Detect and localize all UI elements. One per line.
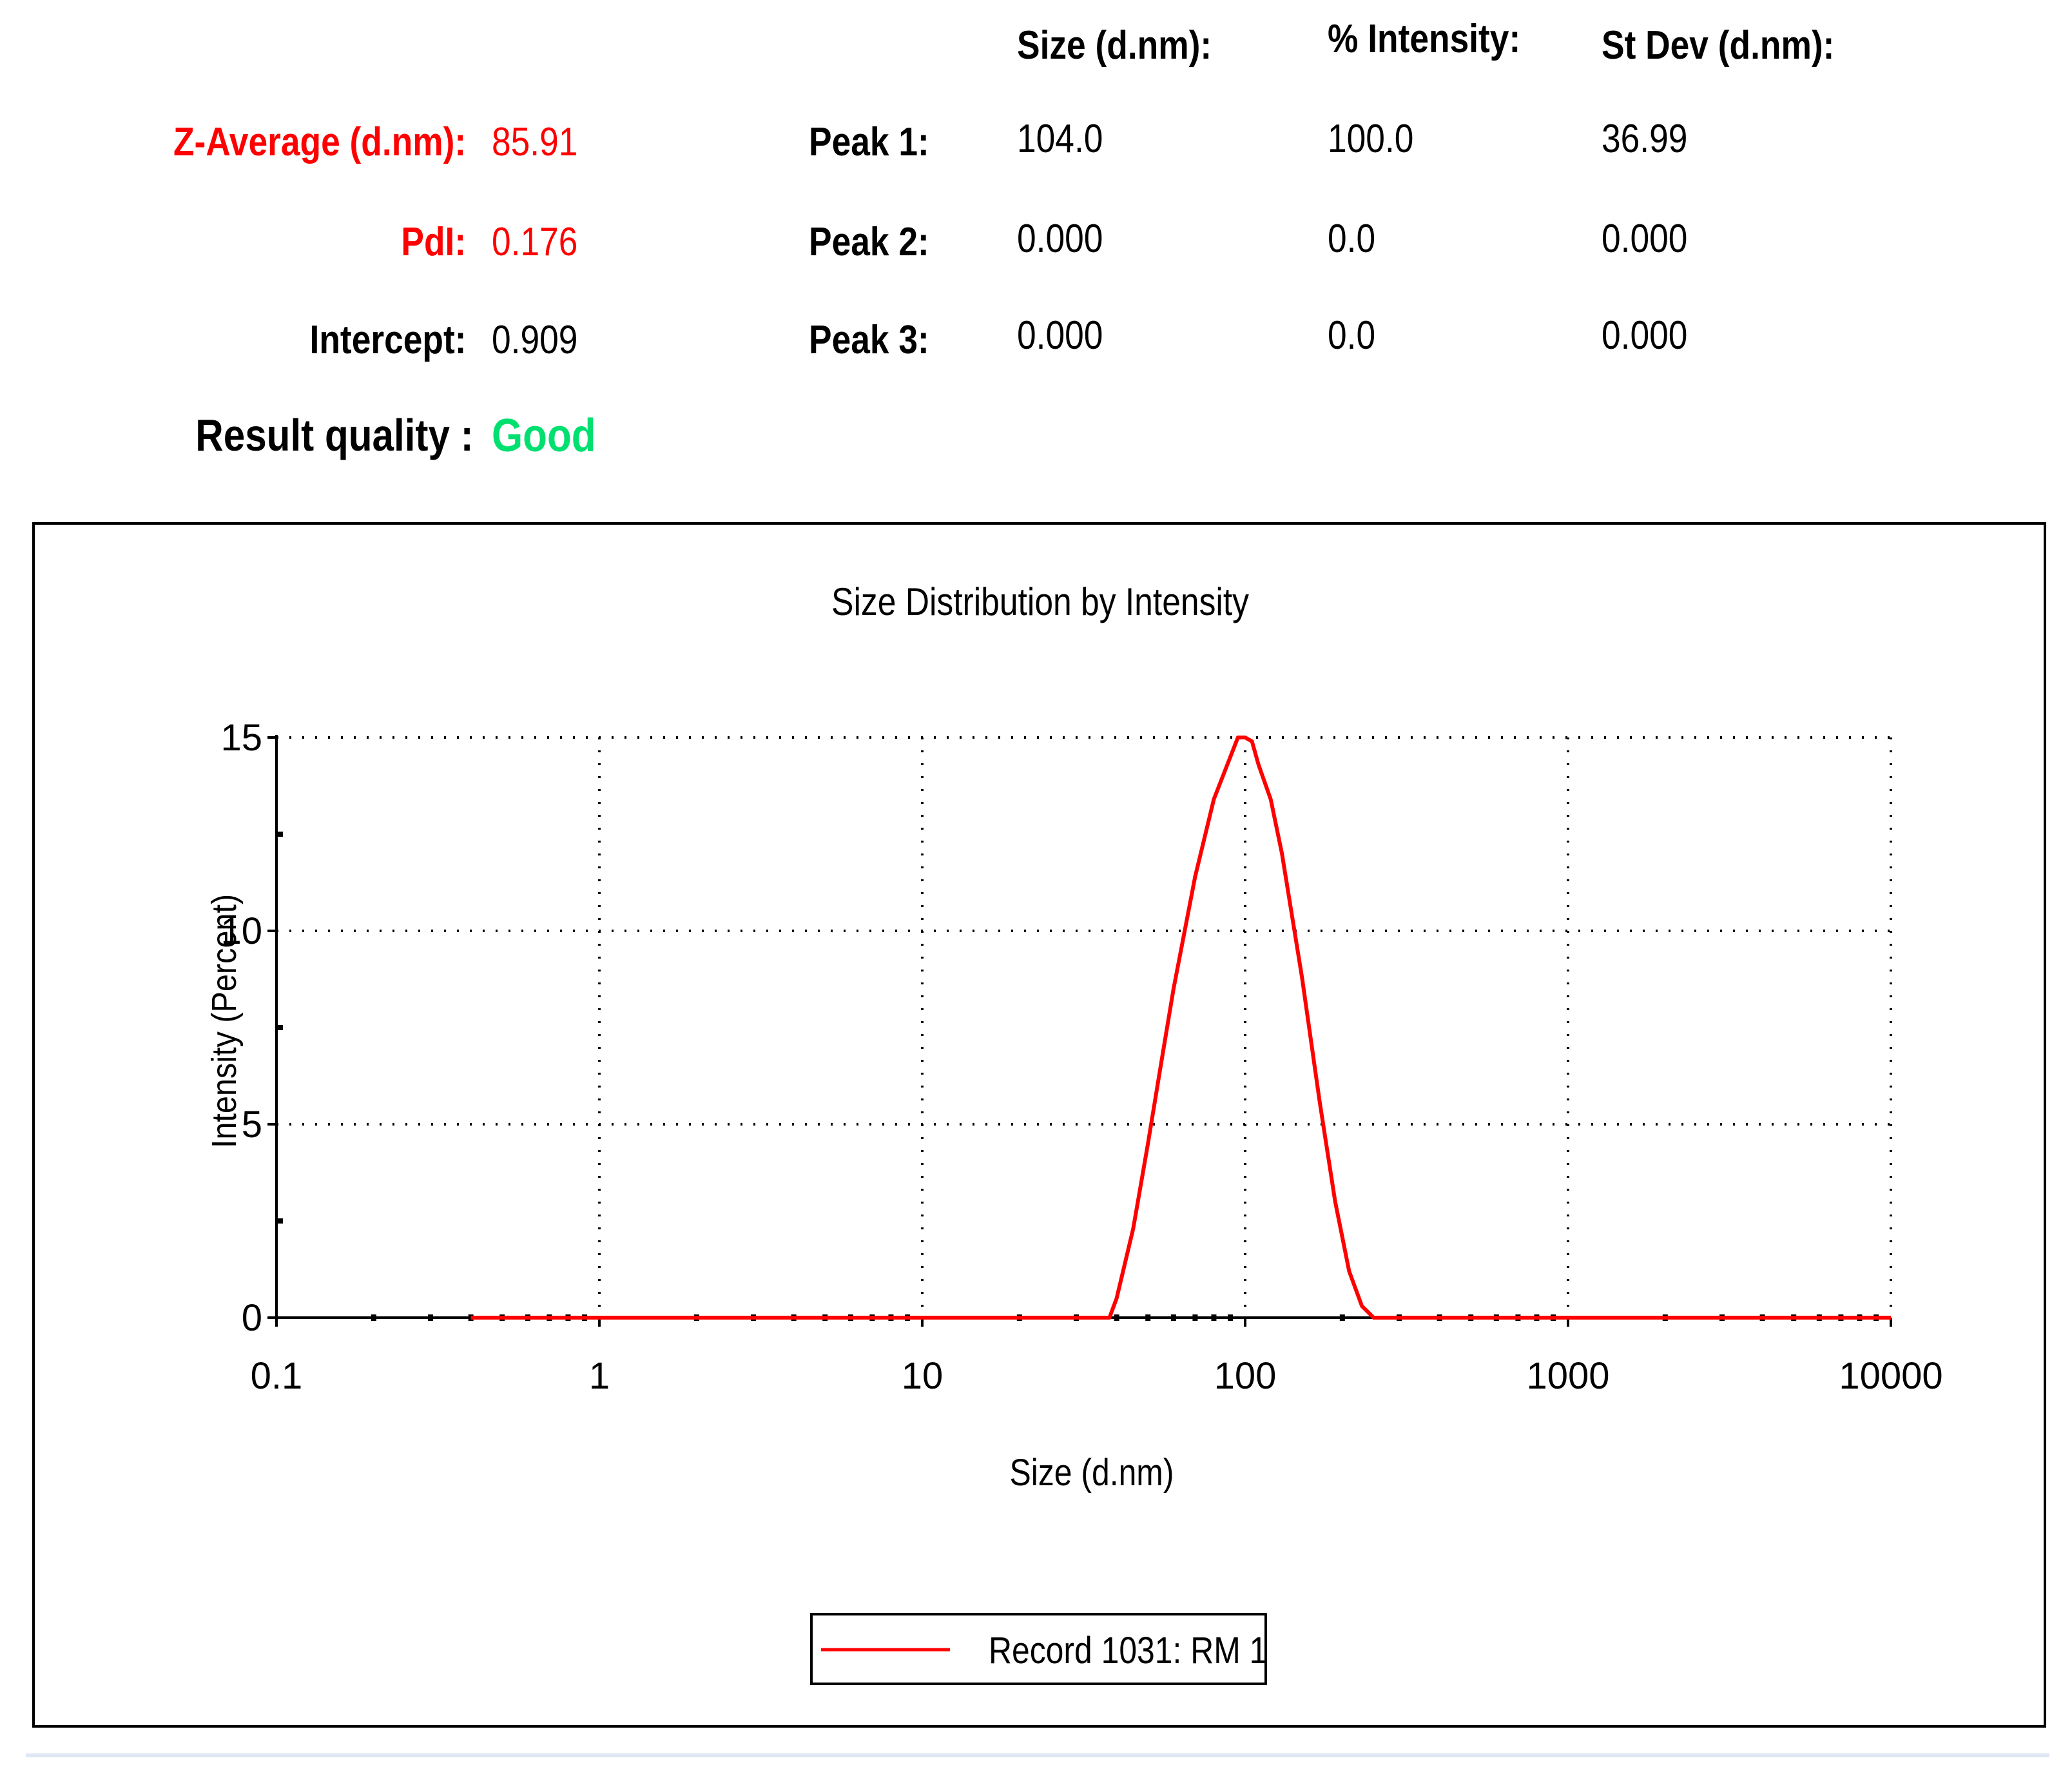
- series-point: [1173, 988, 1174, 990]
- peak-1-stdev: 36.99: [1602, 117, 1688, 161]
- series-line: [470, 736, 1891, 1320]
- series-point: [1244, 737, 1246, 738]
- peak-1-intensity: 100.0: [1328, 117, 1414, 161]
- z-average-label: Z-Average (d.nm):: [173, 120, 466, 164]
- series-point: [1319, 1100, 1320, 1102]
- x-tick-label: 10: [902, 1355, 944, 1397]
- x-tick-label: 1000: [1526, 1355, 1609, 1397]
- peak-3-size: 0.000: [1017, 313, 1103, 358]
- x-tick-label: 1: [589, 1355, 610, 1397]
- series-point: [1270, 799, 1272, 800]
- x-tick-label: 0.1: [251, 1355, 303, 1397]
- series-point: [1116, 1298, 1118, 1299]
- size-distribution-chart: Size Distribution by Intensity Size (d.n…: [204, 580, 1943, 1685]
- axes: 0 5 10 15 0.1 1 10 100 1000 10000: [220, 717, 1942, 1397]
- y-tick-label: 5: [242, 1104, 262, 1146]
- y-axis-label: Intensity (Percent): [204, 894, 244, 1148]
- result-quality-label: Result quality :: [195, 410, 474, 460]
- z-average-value: 85.91: [492, 120, 578, 164]
- peak-1-size: 104.0: [1017, 117, 1103, 161]
- stdev-column-header: St Dev (d.nm):: [1602, 23, 1835, 68]
- peak-1-label: Peak 1:: [809, 120, 929, 164]
- intercept-label: Intercept:: [309, 318, 466, 362]
- pdi-value: 0.176: [492, 220, 578, 264]
- peak-2-stdev: 0.000: [1602, 217, 1688, 261]
- legend: Record 1031: RM 1: [810, 1613, 1267, 1685]
- legend-series-label: Record 1031: RM 1: [989, 1630, 1267, 1672]
- peak-2-label: Peak 2:: [809, 220, 929, 264]
- x-tick-label: 100: [1214, 1355, 1277, 1397]
- peak-3-intensity: 0.0: [1328, 313, 1376, 358]
- peak-2-size: 0.000: [1017, 217, 1103, 261]
- peak-3-label: Peak 3:: [809, 318, 929, 362]
- peak-3-stdev: 0.000: [1602, 313, 1688, 358]
- intensity-column-header: % Intensity:: [1328, 17, 1521, 61]
- x-axis-label: Size (d.nm): [1010, 1452, 1174, 1494]
- result-quality-value: Good: [492, 410, 596, 462]
- series-point: [1348, 1271, 1350, 1272]
- peak-2-intensity: 0.0: [1328, 217, 1376, 261]
- size-column-header: Size (d.nm):: [1017, 23, 1212, 68]
- x-tick-label: 10000: [1839, 1355, 1942, 1397]
- grid: [276, 736, 1892, 1318]
- y-tick-label: 0: [242, 1297, 262, 1339]
- chart-frame: Size Distribution by Intensity Size (d.n…: [32, 522, 2046, 1728]
- series-point: [1237, 737, 1239, 738]
- y-tick-label: 10: [220, 910, 262, 952]
- y-tick-label: 15: [220, 717, 262, 759]
- pdi-label: PdI:: [401, 220, 466, 264]
- series-layer: [470, 736, 1892, 1320]
- intercept-value: 0.909: [492, 318, 578, 362]
- bottom-rule: [26, 1753, 2049, 1757]
- chart-title: Size Distribution by Intensity: [831, 580, 1249, 623]
